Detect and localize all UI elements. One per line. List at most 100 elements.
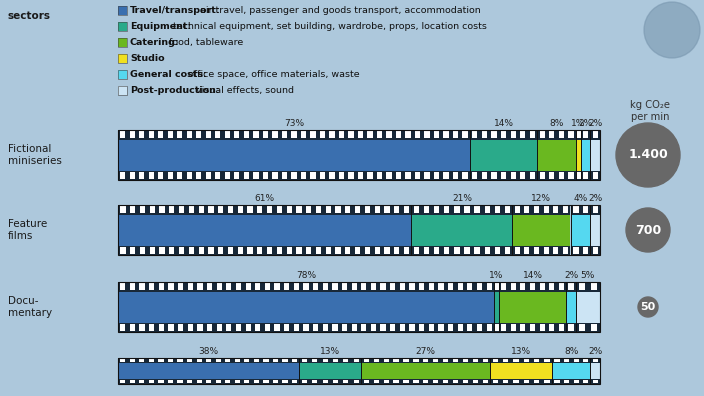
Bar [329, 172, 334, 179]
Text: 2%: 2% [579, 119, 593, 128]
Bar [413, 359, 418, 362]
Text: kg CO₂e
per min: kg CO₂e per min [630, 100, 670, 122]
Text: 2%: 2% [588, 194, 603, 203]
Bar [576, 130, 581, 139]
Bar [559, 324, 564, 331]
Bar [207, 283, 212, 290]
Bar [568, 131, 574, 138]
Bar [345, 247, 351, 254]
Bar [377, 131, 382, 138]
Bar [564, 359, 570, 362]
Bar [272, 172, 277, 179]
Bar [423, 380, 429, 383]
Bar [453, 380, 458, 383]
Bar [118, 86, 127, 95]
Bar [197, 324, 203, 331]
Bar [244, 172, 249, 179]
Bar [552, 358, 591, 363]
Bar [296, 206, 301, 213]
Bar [591, 246, 600, 255]
Bar [549, 324, 555, 331]
Bar [593, 359, 598, 362]
Bar [247, 247, 253, 254]
Bar [333, 380, 338, 383]
Bar [299, 379, 361, 384]
Bar [336, 247, 341, 254]
Bar [568, 283, 574, 290]
Bar [510, 131, 516, 138]
Text: 2%: 2% [564, 271, 578, 280]
Bar [380, 324, 386, 331]
Bar [384, 247, 389, 254]
Bar [118, 6, 127, 15]
Bar [187, 380, 192, 383]
Bar [306, 247, 311, 254]
Bar [118, 282, 494, 291]
Bar [265, 324, 270, 331]
Bar [463, 380, 468, 383]
Bar [255, 283, 260, 290]
Bar [380, 283, 386, 290]
Bar [150, 247, 155, 254]
Bar [118, 70, 127, 79]
Bar [552, 363, 591, 379]
Bar [593, 172, 598, 179]
Bar [574, 380, 579, 383]
Bar [410, 283, 415, 290]
Bar [332, 324, 337, 331]
Bar [228, 247, 233, 254]
Bar [520, 172, 525, 179]
Bar [515, 206, 520, 213]
Bar [443, 380, 448, 383]
Bar [130, 359, 135, 362]
Bar [544, 380, 550, 383]
Bar [501, 324, 506, 331]
Bar [365, 247, 370, 254]
Text: 5%: 5% [581, 271, 595, 280]
Bar [168, 172, 173, 179]
Bar [470, 130, 537, 139]
Text: 78%: 78% [296, 271, 316, 280]
Bar [537, 171, 576, 180]
Bar [284, 283, 289, 290]
Text: 38%: 38% [199, 347, 219, 356]
Bar [583, 380, 589, 383]
Bar [273, 380, 278, 383]
Bar [118, 139, 470, 171]
Bar [539, 172, 545, 179]
Bar [429, 324, 434, 331]
Bar [118, 54, 127, 63]
Bar [520, 131, 525, 138]
Bar [520, 324, 525, 331]
Bar [513, 205, 570, 215]
Bar [477, 324, 482, 331]
Bar [571, 205, 591, 215]
Bar [361, 358, 490, 363]
Bar [118, 379, 299, 384]
Bar [463, 359, 468, 362]
Bar [118, 215, 411, 246]
Bar [322, 324, 328, 331]
Bar [458, 283, 463, 290]
Bar [472, 172, 477, 179]
Bar [253, 131, 258, 138]
Bar [226, 324, 232, 331]
Bar [473, 359, 478, 362]
Bar [530, 324, 535, 331]
Bar [320, 131, 325, 138]
Bar [524, 247, 529, 254]
Bar [120, 206, 125, 213]
Bar [118, 246, 411, 255]
Bar [177, 380, 182, 383]
Bar [225, 380, 230, 383]
Bar [246, 283, 251, 290]
Bar [493, 380, 498, 383]
Bar [139, 380, 144, 383]
Bar [482, 131, 487, 138]
Bar [444, 172, 448, 179]
Bar [177, 359, 182, 362]
Text: Studio: Studio [130, 54, 165, 63]
Bar [118, 130, 600, 180]
Bar [486, 324, 492, 331]
Bar [226, 283, 232, 290]
